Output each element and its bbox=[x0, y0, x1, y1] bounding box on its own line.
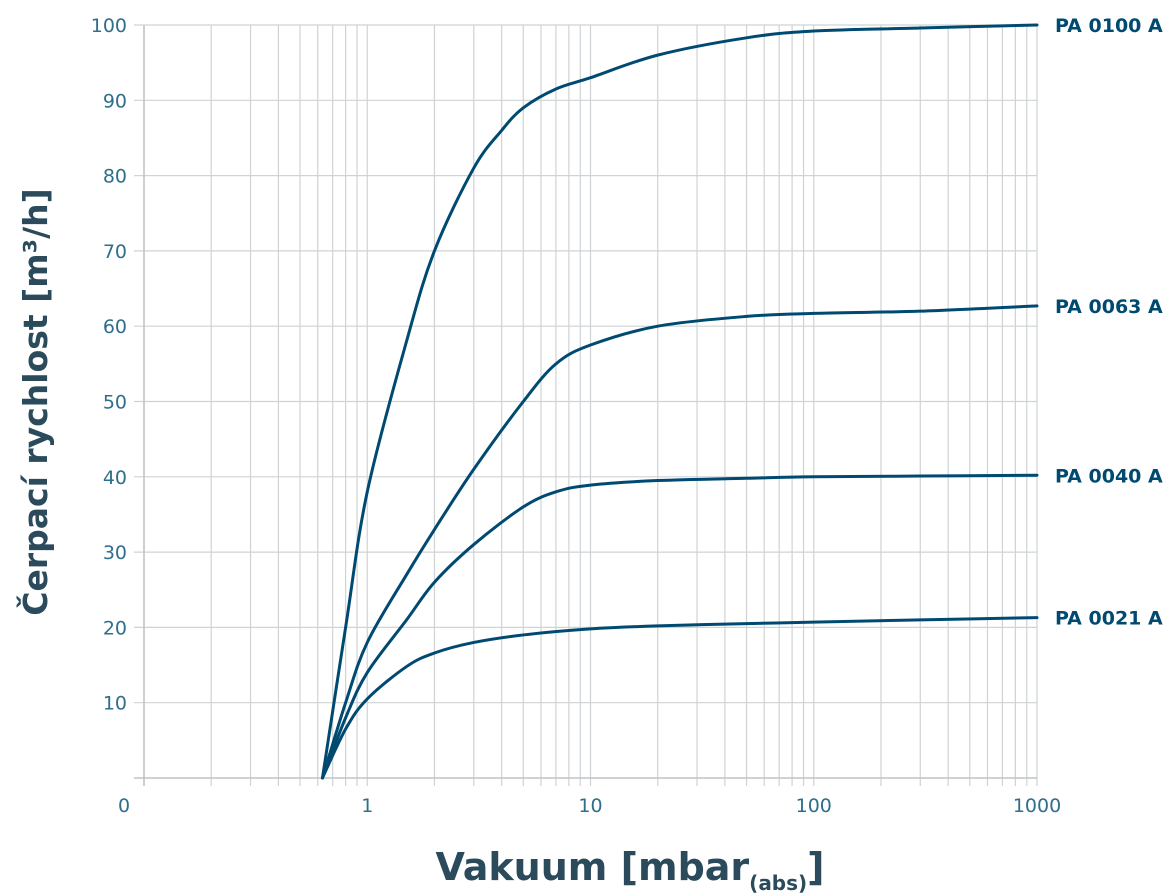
y-tick-label: 20 bbox=[103, 617, 127, 639]
y-tick-label: 80 bbox=[103, 166, 127, 188]
grid bbox=[134, 24, 1038, 786]
series-line-pa-0100-a bbox=[320, 23, 1039, 780]
series-labels: PA 0100 A PA 0063 A PA 0040 A PA 0021 A bbox=[1055, 15, 1163, 630]
y-tick-label: 100 bbox=[91, 15, 127, 37]
y-tick-label: 60 bbox=[103, 316, 127, 338]
y-tick-label: 70 bbox=[103, 241, 127, 263]
series-label-pa-0040-a: PA 0040 A bbox=[1055, 465, 1163, 487]
series-label-pa-0063-a: PA 0063 A bbox=[1055, 296, 1163, 318]
x-axis-title: Vakuum [mbar(abs)] bbox=[435, 845, 824, 894]
series-lines bbox=[320, 23, 1039, 780]
y-tick-label: 30 bbox=[103, 542, 127, 564]
x-tick-label: 10 bbox=[578, 795, 602, 817]
y-tick-label: 10 bbox=[103, 693, 127, 715]
x-tick-label: 1 bbox=[361, 795, 373, 817]
series-line-pa-0040-a bbox=[320, 473, 1039, 780]
y-tick-label: 50 bbox=[103, 392, 127, 414]
axes bbox=[134, 25, 1037, 786]
x-tick-label: 0 bbox=[118, 795, 130, 817]
y-tick-label: 90 bbox=[103, 90, 127, 112]
x-tick-label: 1000 bbox=[1013, 795, 1061, 817]
series-line-pa-0063-a bbox=[320, 304, 1039, 780]
y-tick-label: 40 bbox=[103, 467, 127, 489]
x-tick-label: 100 bbox=[796, 795, 832, 817]
x-axis-title-main: Vakuum [mbar bbox=[435, 845, 749, 889]
series-line-pa-0021-a bbox=[320, 616, 1039, 780]
series-label-pa-0100-a: PA 0100 A bbox=[1055, 15, 1163, 37]
x-axis-title-subscript: (abs) bbox=[749, 871, 807, 894]
x-axis-title-end: ] bbox=[807, 845, 824, 889]
y-axis-title: Čerpací rychlost [m³/h] bbox=[15, 188, 55, 615]
series-label-pa-0021-a: PA 0021 A bbox=[1055, 608, 1163, 630]
